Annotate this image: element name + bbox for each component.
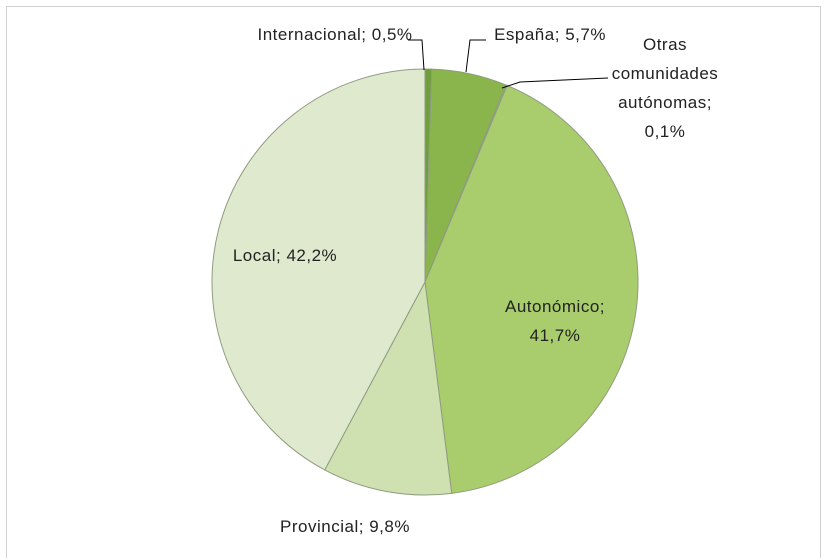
pie [211, 68, 639, 496]
leader-line [465, 39, 486, 73]
value-label: 42,2% [286, 246, 338, 265]
slice-label: Provincial; 9,8% [280, 512, 410, 541]
leader-line [501, 77, 609, 89]
value-label: 5,7% [565, 25, 606, 44]
category-label: Autonómico; [505, 297, 605, 316]
category-label: Local; [232, 246, 282, 265]
pie-slice [424, 84, 639, 494]
value-label: 41,7% [529, 326, 581, 345]
value-label: 9,8% [369, 517, 410, 536]
slice-label: Otras comunidades autónomas; 0,1% [600, 30, 730, 146]
category-label: Otras comunidades autónomas; [611, 35, 719, 112]
slice-label: España; 5,7% [480, 20, 620, 49]
pie-slice [211, 68, 426, 471]
category-label: España; [494, 25, 560, 44]
slice-label: Internacional; 0,5% [250, 20, 420, 49]
category-label: Internacional; [257, 25, 367, 44]
leader-line [408, 39, 425, 71]
value-label: 0,1% [644, 122, 686, 141]
slice-label: Local; 42,2% [200, 241, 370, 270]
category-label: Provincial; [280, 517, 364, 536]
value-label: 0,5% [371, 25, 413, 44]
pie-slice [324, 280, 453, 496]
slice-label: Autonómico; 41,7% [480, 292, 630, 350]
